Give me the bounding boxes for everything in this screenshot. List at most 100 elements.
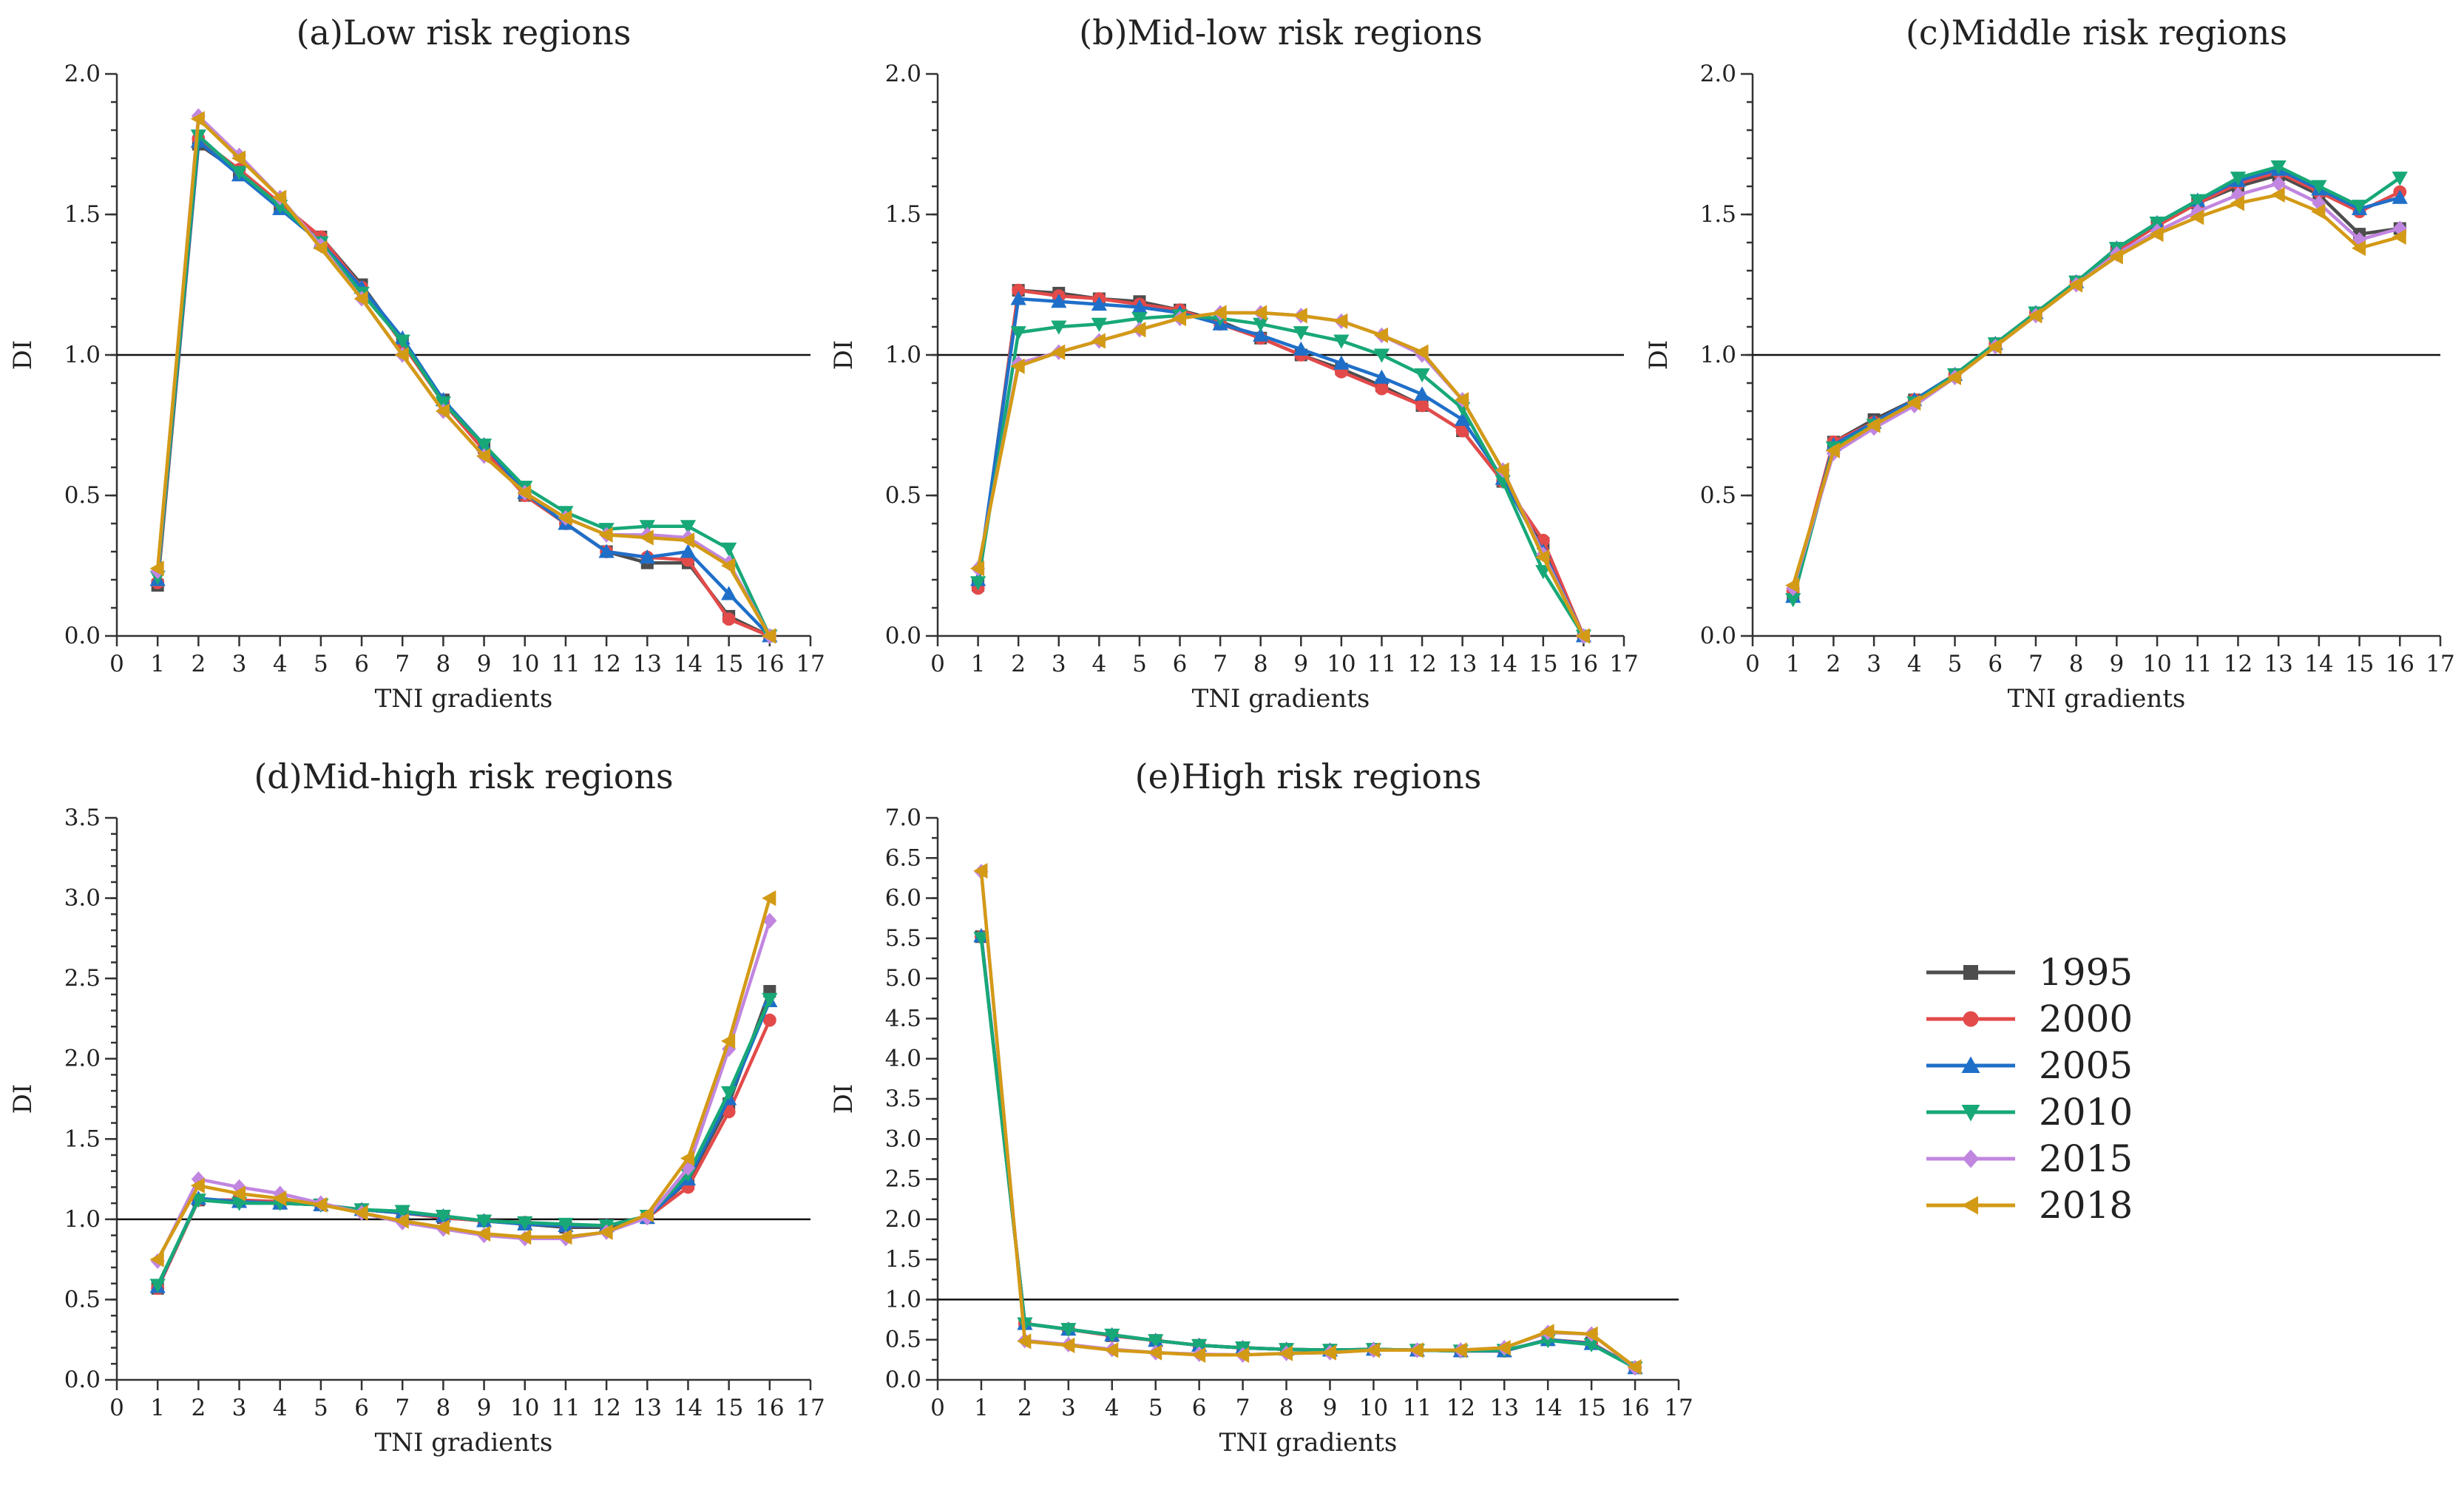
data-point bbox=[1253, 317, 1269, 332]
x-tick-label: 8 bbox=[1279, 1395, 1294, 1421]
x-tick-label: 15 bbox=[1529, 651, 1557, 677]
data-point bbox=[435, 403, 450, 419]
panel-title: (e)High risk regions bbox=[1135, 756, 1482, 796]
data-point bbox=[558, 1229, 572, 1245]
x-tick-label: 13 bbox=[1448, 651, 1477, 677]
data-point bbox=[2028, 308, 2042, 324]
data-point bbox=[2149, 226, 2164, 243]
series-1995 bbox=[151, 138, 776, 643]
y-tick-label: 0.0 bbox=[64, 1367, 101, 1393]
x-tick-label: 10 bbox=[1359, 1395, 1388, 1421]
y-tick-label: 2.5 bbox=[64, 965, 101, 992]
y-tick-label: 2.0 bbox=[64, 1046, 101, 1072]
data-point bbox=[1234, 1347, 1250, 1363]
data-point bbox=[1293, 341, 1309, 356]
x-tick-label: 1 bbox=[974, 1395, 989, 1421]
y-tick-label: 0.5 bbox=[885, 482, 921, 509]
data-point bbox=[1333, 355, 1350, 370]
x-tick-label: 7 bbox=[2028, 651, 2043, 677]
data-point bbox=[721, 1086, 737, 1100]
data-point bbox=[969, 576, 986, 591]
data-point bbox=[762, 628, 776, 644]
data-point bbox=[598, 544, 615, 558]
series-1995 bbox=[1787, 169, 2406, 600]
y-tick-label: 1.5 bbox=[64, 1125, 101, 1152]
series-line bbox=[156, 990, 771, 1290]
y-axis-label: DI bbox=[829, 1084, 859, 1114]
legend-item-1995: 1995 bbox=[1926, 951, 2133, 994]
x-tick-label: 3 bbox=[1052, 651, 1066, 677]
y-tick-label: 3.0 bbox=[64, 885, 101, 912]
data-point bbox=[517, 484, 532, 501]
data-point bbox=[639, 549, 655, 564]
data-point bbox=[1104, 1342, 1119, 1358]
y-tick-label: 7.0 bbox=[885, 805, 921, 831]
data-point bbox=[1866, 417, 1881, 433]
legend-item-2000: 2000 bbox=[1926, 998, 2133, 1040]
x-tick-label: 9 bbox=[477, 651, 492, 677]
data-point bbox=[1785, 593, 1801, 608]
x-tick-label: 5 bbox=[1948, 651, 1963, 677]
x-tick-label: 9 bbox=[1293, 651, 1308, 677]
data-point bbox=[639, 1206, 654, 1222]
data-point bbox=[1414, 368, 1430, 383]
data-point bbox=[190, 1177, 205, 1194]
x-tick-label: 10 bbox=[510, 1395, 539, 1421]
y-tick-label: 5.0 bbox=[885, 965, 921, 992]
x-tick-label: 3 bbox=[1061, 1395, 1076, 1421]
x-tick-label: 1 bbox=[1786, 651, 1801, 677]
y-tick-label: 0.5 bbox=[885, 1327, 921, 1353]
data-point bbox=[1131, 299, 1148, 314]
x-tick-label: 13 bbox=[1490, 1395, 1519, 1421]
y-tick-label: 1.0 bbox=[885, 1286, 921, 1313]
x-tick-label: 9 bbox=[1323, 1395, 1338, 1421]
data-point bbox=[598, 1224, 613, 1240]
series-line bbox=[156, 998, 771, 1286]
data-point bbox=[394, 334, 410, 349]
data-point bbox=[231, 166, 248, 180]
data-point bbox=[680, 1150, 694, 1166]
data-point bbox=[1091, 296, 1107, 311]
data-point bbox=[394, 1213, 409, 1229]
series-line bbox=[1791, 170, 2401, 592]
data-point bbox=[1051, 344, 1066, 360]
data-point bbox=[313, 1196, 328, 1213]
data-point bbox=[272, 1191, 287, 1207]
series-line bbox=[155, 142, 771, 638]
y-tick-label: 3.5 bbox=[885, 1086, 921, 1112]
y-axis-label: DI bbox=[1644, 340, 1673, 370]
x-tick-label: 4 bbox=[1091, 651, 1106, 677]
legend-item-2018: 2018 bbox=[1926, 1184, 2133, 1227]
x-tick-label: 10 bbox=[1327, 651, 1355, 677]
data-point bbox=[680, 544, 697, 558]
data-point bbox=[475, 448, 491, 464]
data-point bbox=[190, 1194, 206, 1208]
x-axis-label: TNI gradients bbox=[2008, 684, 2186, 714]
data-point bbox=[1060, 1337, 1075, 1353]
data-point bbox=[1946, 369, 1962, 386]
series-line bbox=[1791, 167, 2400, 597]
x-tick-label: 0 bbox=[1745, 651, 1760, 677]
data-point bbox=[435, 1210, 452, 1225]
series-line bbox=[976, 311, 1585, 637]
data-point bbox=[2392, 189, 2408, 204]
data-point bbox=[1278, 1345, 1293, 1361]
data-point bbox=[1171, 310, 1187, 327]
legend-marker bbox=[1963, 1011, 1979, 1027]
x-tick-label: 2 bbox=[191, 1395, 206, 1421]
y-tick-label: 5.5 bbox=[885, 925, 921, 952]
data-point bbox=[1373, 369, 1390, 384]
x-tick-label: 4 bbox=[1105, 1395, 1120, 1421]
legend-label: 2018 bbox=[2039, 1184, 2133, 1227]
data-point bbox=[1051, 320, 1067, 335]
x-tick-label: 4 bbox=[273, 651, 288, 677]
data-point bbox=[1191, 1347, 1206, 1363]
data-point bbox=[313, 240, 328, 257]
legend-label: 2005 bbox=[2039, 1044, 2133, 1087]
series-line bbox=[155, 117, 771, 637]
data-point bbox=[1010, 358, 1025, 374]
series-line bbox=[1791, 165, 2401, 600]
series-line bbox=[155, 137, 771, 638]
